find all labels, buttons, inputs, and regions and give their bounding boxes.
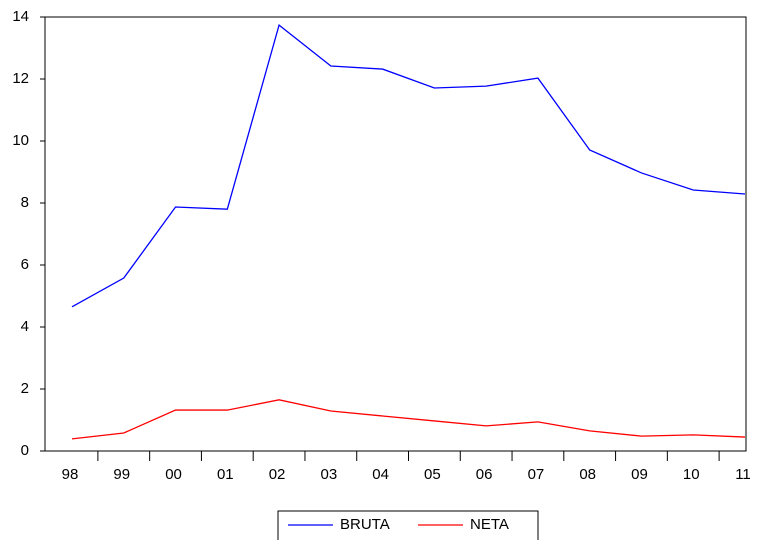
x-tick-label: 99 bbox=[113, 466, 130, 483]
x-tick-label: 03 bbox=[321, 466, 338, 483]
y-tick-label: 12 bbox=[12, 70, 29, 87]
x-tick-label: 10 bbox=[683, 466, 700, 483]
y-tick-label: 4 bbox=[21, 318, 29, 335]
y-tick-label: 0 bbox=[21, 442, 29, 459]
legend-label: NETA bbox=[470, 516, 509, 533]
y-tick-label: 14 bbox=[12, 8, 29, 25]
x-tick-label: 08 bbox=[579, 466, 596, 483]
x-tick-label: 05 bbox=[424, 466, 441, 483]
x-tick-label: 07 bbox=[528, 466, 545, 483]
y-tick-label: 6 bbox=[21, 256, 29, 273]
series-line bbox=[71, 23, 746, 308]
x-tick-label: 01 bbox=[217, 466, 234, 483]
legend: BRUTA NETA bbox=[277, 510, 539, 540]
y-tick-label: 2 bbox=[21, 380, 29, 397]
legend-label: BRUTA bbox=[340, 516, 390, 533]
x-tick-label: 11 bbox=[735, 466, 751, 483]
x-tick-label: 09 bbox=[631, 466, 648, 483]
x-tick-label: 04 bbox=[372, 466, 389, 483]
y-tick-label: 8 bbox=[21, 194, 29, 211]
x-tick-label: 02 bbox=[269, 466, 286, 483]
x-tick-label: 06 bbox=[476, 466, 493, 483]
x-tick-label: 98 bbox=[62, 466, 79, 483]
plot-frame bbox=[44, 16, 747, 452]
y-tick-label: 10 bbox=[12, 132, 29, 149]
x-tick-label: 00 bbox=[165, 466, 182, 483]
series-line bbox=[71, 399, 746, 440]
